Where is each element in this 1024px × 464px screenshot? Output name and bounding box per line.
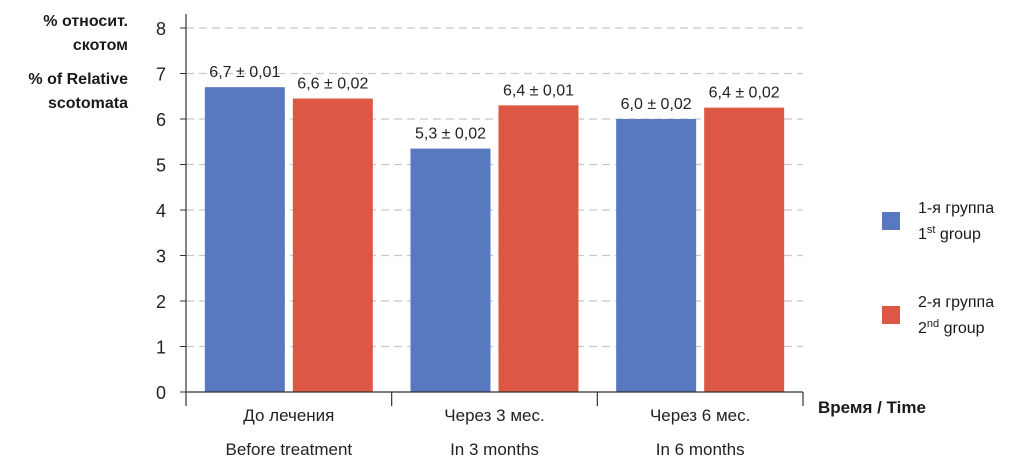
y-tick-label: 1 (156, 338, 166, 358)
y-tick-label: 5 (156, 156, 166, 176)
legend-label-group-1-ru: 1-я группа (918, 200, 995, 217)
legend-group-2-rest: group (939, 320, 985, 337)
y-axis-label: % относит. скотом % of Relative scotomat… (28, 10, 128, 116)
data-label: 6,7 ± 0,01 (209, 64, 280, 81)
y-tick-label: 7 (156, 65, 166, 85)
x-tick-label-ru: Через 6 мес. (650, 406, 750, 425)
legend-group-2-sup: nd (926, 318, 940, 330)
bar-series-1-cat-1 (204, 87, 285, 393)
bar-series-1-cat-3 (616, 119, 697, 392)
bar-series-2-cat-3 (704, 107, 785, 392)
data-label: 6,6 ± 0,02 (297, 76, 368, 93)
legend-group-1-num: 1 (918, 226, 927, 243)
legend-label-group-1-en: 1st group (918, 222, 1024, 248)
bars (204, 87, 785, 393)
y-axis-label-line-ru-1: % относит. (43, 13, 128, 30)
y-axis-label-line-ru-2: скотом (72, 37, 128, 54)
x-axis-title: Время / Time (818, 398, 926, 417)
data-label: 6,0 ± 0,02 (621, 96, 692, 113)
labels: 0 1 2 3 4 5 6 7 8 6,7 ± 0,01 6,6 ± 0,02 До лечения B… (156, 19, 780, 459)
x-tick-label-en: In 3 months (450, 440, 539, 459)
legend-label-group-2: 2-я группа 2nd group (918, 290, 1024, 342)
legend-label-group-1: 1-я группа 1st group (918, 196, 1024, 248)
legend-label-group-2-ru: 2-я группа (918, 294, 995, 311)
bar-series-1-cat-2 (410, 148, 491, 392)
grid-lines (186, 27, 803, 348)
legend-swatch-group-1 (882, 212, 900, 230)
data-label: 6,4 ± 0,01 (503, 82, 574, 99)
x-tick-label-ru: До лечения (243, 406, 334, 425)
y-tick-label: 3 (156, 247, 166, 267)
y-tick-label: 4 (156, 201, 166, 221)
legend-label-group-2-en: 2nd group (918, 316, 1024, 342)
x-tick-label-ru: Через 3 мес. (444, 406, 544, 425)
legend-group-1-rest: group (935, 226, 981, 243)
x-tick-label-en: Before treatment (226, 440, 353, 459)
y-tick-label: 6 (156, 110, 166, 130)
y-tick-label: 8 (156, 19, 166, 39)
bar-series-2-cat-2 (498, 105, 579, 392)
legend-group-2-num: 2 (918, 320, 927, 337)
legend-swatch-group-2 (882, 306, 900, 324)
data-label: 5,3 ± 0,02 (415, 126, 486, 143)
y-tick-label: 2 (156, 292, 166, 312)
data-label: 6,4 ± 0,02 (709, 85, 780, 102)
x-tick-label-en: In 6 months (656, 440, 745, 459)
y-axis-label-line-en-2: scotomata (47, 95, 128, 112)
bar-series-2-cat-1 (292, 98, 373, 393)
y-axis-label-line-en-1: % of Relative (28, 71, 128, 88)
y-tick-label: 0 (156, 383, 166, 403)
legend-group-1-sup: st (926, 224, 936, 236)
axes (180, 14, 804, 406)
